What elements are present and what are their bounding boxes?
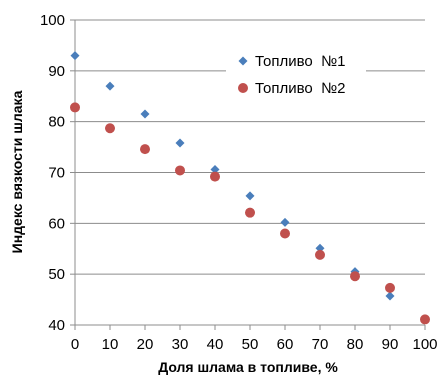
y-tick-label: 50 <box>48 266 65 283</box>
x-tick-label: 100 <box>412 336 437 353</box>
data-point-fuel-1 <box>210 164 220 174</box>
data-point-fuel-1 <box>70 51 80 61</box>
data-point-fuel-2 <box>175 165 185 176</box>
x-tick-label: 70 <box>312 336 329 353</box>
legend-label-fuel-2: Топливо №2 <box>255 80 346 97</box>
legend-marker-shape <box>238 83 248 93</box>
y-tick-label: 90 <box>48 63 65 80</box>
x-tick-label: 60 <box>277 336 294 353</box>
data-point-fuel-2 <box>315 249 325 260</box>
axes <box>70 19 426 330</box>
data-point-fuel-2 <box>105 123 115 134</box>
x-tick-label: 20 <box>137 336 154 353</box>
data-point-fuel-2 <box>245 207 255 218</box>
data-point-fuel-1 <box>385 291 395 301</box>
x-tick-label: 40 <box>207 336 224 353</box>
tick-labels: 40 50 60 70 80 90 100 0 10 20 30 40 50 60 70 80 90 100 <box>40 12 438 353</box>
y-tick-label: 100 <box>40 12 65 29</box>
y-tick-label: 80 <box>48 114 65 131</box>
data-point-fuel-1 <box>245 191 255 201</box>
legend-box <box>226 44 366 104</box>
data-point-fuel-2 <box>350 271 360 282</box>
data-point-fuel-2 <box>70 102 80 113</box>
legend-marker-fuel-1 <box>238 56 248 66</box>
legend-marker-shape <box>238 56 248 66</box>
legend: Топливо №1 Топливо №2 <box>226 44 366 104</box>
data-point-fuel-1 <box>280 217 290 227</box>
x-tick-label: 0 <box>71 336 79 353</box>
data-point-fuel-1 <box>175 138 185 148</box>
x-tick-label: 10 <box>102 336 119 353</box>
data-point-fuel-2 <box>140 144 150 155</box>
data-point-fuel-1 <box>140 109 150 119</box>
data-point-fuel-2 <box>385 282 395 293</box>
x-tick-label: 30 <box>172 336 189 353</box>
y-axis-title: Индекс вязкости шлака <box>9 90 25 253</box>
y-tick-label: 70 <box>48 165 65 182</box>
x-tick-label: 90 <box>382 336 399 353</box>
x-tick-label: 50 <box>242 336 259 353</box>
data-point-fuel-2 <box>280 228 290 239</box>
data-points <box>70 51 430 325</box>
data-point-fuel-2 <box>420 314 430 325</box>
legend-marker-fuel-2 <box>238 83 248 93</box>
y-tick-label: 40 <box>48 317 65 334</box>
x-tick-label: 80 <box>347 336 364 353</box>
legend-label-fuel-1: Топливо №1 <box>255 53 346 70</box>
y-tick-label: 60 <box>48 215 65 232</box>
x-axis-title: Доля шлама в топливе, % <box>158 359 338 375</box>
data-point-fuel-1 <box>105 81 115 91</box>
data-point-fuel-2 <box>210 171 220 182</box>
